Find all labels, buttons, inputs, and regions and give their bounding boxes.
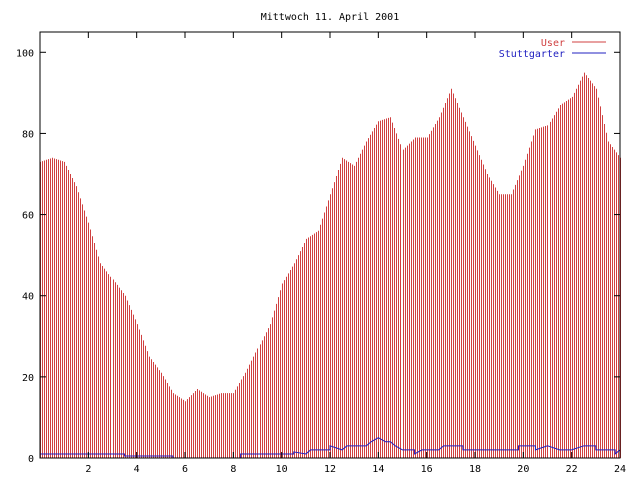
x-axis-ticks: 2 4 6 8 10 12 14 16 18 20 22 24 — [85, 32, 626, 475]
y-tick-label: 0 — [28, 454, 34, 465]
legend-label-stuttgarter: Stuttgarter — [499, 49, 565, 60]
y-tick-label: 80 — [22, 129, 34, 140]
x-tick-label: 16 — [421, 464, 433, 475]
x-tick-label: 2 — [85, 464, 91, 475]
stuttgarter-line — [40, 437, 621, 459]
y-tick-label: 40 — [22, 292, 34, 303]
x-tick-label: 10 — [276, 464, 288, 475]
y-axis-ticks: 0 20 40 60 80 100 — [16, 48, 620, 465]
x-tick-label: 12 — [324, 464, 336, 475]
x-tick-label: 22 — [566, 464, 578, 475]
x-tick-label: 4 — [134, 464, 140, 475]
x-tick-label: 20 — [517, 464, 529, 475]
x-tick-label: 14 — [372, 464, 384, 475]
x-tick-label: 18 — [469, 464, 481, 475]
x-tick-label: 8 — [230, 464, 236, 475]
x-tick-label: 6 — [182, 464, 188, 475]
x-tick-label: 24 — [614, 464, 626, 475]
user-bars — [40, 72, 621, 458]
chart-title: Mittwoch 11. April 2001 — [261, 12, 399, 23]
legend: User Stuttgarter — [499, 38, 606, 60]
legend-label-user: User — [541, 38, 565, 49]
y-tick-label: 100 — [16, 48, 34, 59]
y-tick-label: 60 — [22, 211, 34, 222]
y-tick-label: 20 — [22, 373, 34, 384]
